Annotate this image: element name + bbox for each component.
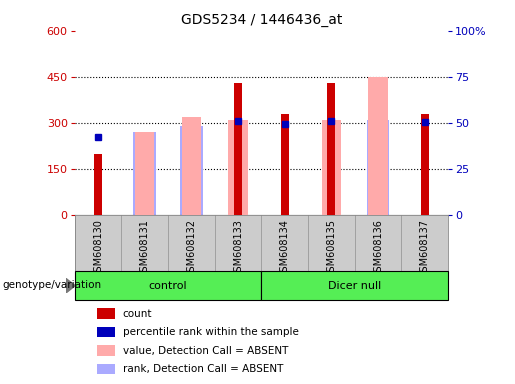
- Bar: [367, 121, 389, 215]
- Bar: [328, 83, 335, 215]
- Bar: [97, 345, 115, 356]
- Text: value, Detection Call = ABSENT: value, Detection Call = ABSENT: [123, 346, 288, 356]
- Text: GSM608130: GSM608130: [93, 220, 103, 278]
- Text: GSM608131: GSM608131: [140, 220, 150, 278]
- Text: genotype/variation: genotype/variation: [3, 280, 101, 290]
- Bar: [75, 271, 261, 300]
- Bar: [133, 132, 156, 215]
- Bar: [261, 271, 448, 300]
- Text: GSM608135: GSM608135: [327, 220, 336, 278]
- Text: GSM608134: GSM608134: [280, 220, 290, 278]
- Polygon shape: [66, 278, 75, 293]
- Text: GSM608132: GSM608132: [186, 220, 196, 278]
- Bar: [421, 114, 429, 215]
- Text: count: count: [123, 309, 152, 319]
- Text: GSM608133: GSM608133: [233, 220, 243, 278]
- Bar: [281, 114, 289, 215]
- Bar: [94, 154, 102, 215]
- Text: percentile rank within the sample: percentile rank within the sample: [123, 328, 299, 338]
- Bar: [368, 78, 388, 215]
- Bar: [97, 308, 115, 319]
- Bar: [97, 327, 115, 337]
- Bar: [180, 126, 203, 215]
- Bar: [135, 132, 154, 215]
- Text: GSM608137: GSM608137: [420, 220, 430, 278]
- Bar: [321, 121, 341, 215]
- Title: GDS5234 / 1446436_at: GDS5234 / 1446436_at: [181, 13, 342, 27]
- Bar: [182, 117, 201, 215]
- Text: control: control: [149, 280, 187, 291]
- Bar: [228, 120, 248, 215]
- Text: Dicer null: Dicer null: [328, 280, 381, 291]
- Text: rank, Detection Call = ABSENT: rank, Detection Call = ABSENT: [123, 364, 283, 374]
- Bar: [97, 364, 115, 374]
- Text: GSM608136: GSM608136: [373, 220, 383, 278]
- Bar: [234, 83, 242, 215]
